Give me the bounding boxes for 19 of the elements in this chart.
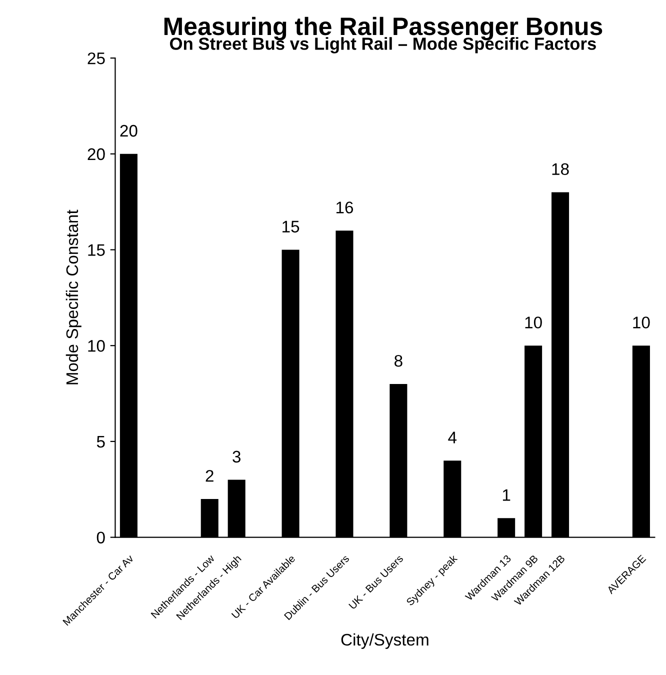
data-label: 10 bbox=[633, 316, 650, 328]
y-tick-label: 20 bbox=[88, 148, 105, 160]
y-tick-label: 25 bbox=[88, 52, 105, 64]
data-label: 4 bbox=[448, 432, 457, 444]
data-label: 1 bbox=[502, 489, 510, 501]
data-label: 10 bbox=[525, 316, 542, 328]
y-tick-label: 0 bbox=[96, 532, 105, 544]
x-axis-title: City/System bbox=[341, 633, 428, 649]
data-label: 2 bbox=[206, 470, 214, 482]
data-label: 18 bbox=[552, 163, 569, 176]
y-tick-label: 10 bbox=[88, 340, 105, 352]
y-tick-label: 5 bbox=[96, 436, 105, 448]
data-label: 16 bbox=[336, 202, 354, 214]
y-tick-label: 15 bbox=[88, 244, 105, 256]
data-label: 20 bbox=[120, 124, 138, 137]
y-axis-title: Mode Specific Constant bbox=[66, 210, 82, 384]
data-label: 15 bbox=[282, 220, 300, 233]
data-label: 3 bbox=[232, 450, 240, 463]
data-label: 8 bbox=[394, 354, 402, 367]
